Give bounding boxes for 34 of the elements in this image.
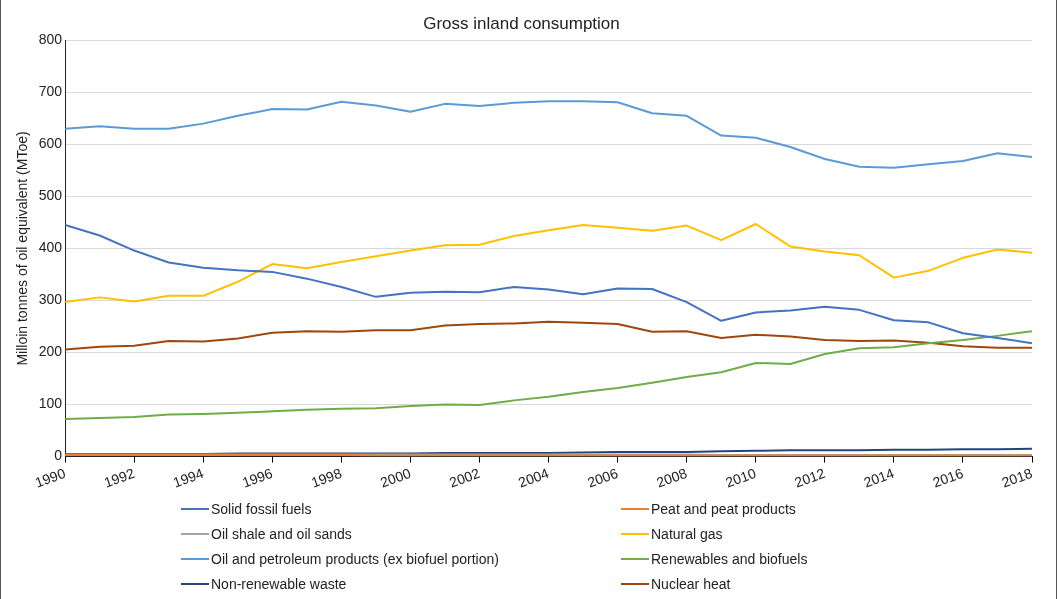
x-tick-label: 2014 [861, 464, 897, 491]
x-tick-label: 2002 [447, 464, 483, 491]
y-tick-label: 600 [38, 135, 63, 152]
x-tick-label: 2004 [516, 464, 552, 491]
y-tick-label: 0 [54, 447, 63, 464]
y-tick-label: 800 [38, 31, 63, 48]
x-tick-label: 1994 [170, 464, 206, 491]
x-tick-label: 1996 [239, 464, 275, 491]
y-tick-label: 100 [38, 395, 63, 412]
x-tick-label: 2010 [723, 464, 759, 491]
legend-label: Natural gas [651, 525, 723, 542]
x-tick-label: 2000 [378, 464, 413, 491]
legend-label: Renewables and biofuels [651, 550, 808, 567]
y-axis-title: Milloin tonnes of oil equivalent (MToe) [14, 131, 31, 366]
legend-label: Peat and peat products [651, 500, 796, 517]
x-tick-label: 1992 [101, 464, 137, 491]
x-tick-label: 1998 [309, 464, 344, 491]
y-tick-label: 500 [38, 187, 63, 204]
legend-label: Solid fossil fuels [211, 500, 312, 517]
legend-label: Oil shale and oil sands [211, 525, 352, 542]
legend-label: Non-renewable waste [211, 575, 347, 592]
chart-title: Gross inland consumption [423, 13, 620, 33]
x-tick-label: 1990 [32, 464, 68, 491]
x-tick-label: 2016 [930, 464, 966, 491]
y-tick-label: 300 [38, 291, 63, 308]
y-tick-label: 700 [38, 83, 63, 100]
legend-label: Nuclear heat [651, 575, 731, 592]
y-tick-label: 400 [38, 239, 63, 256]
y-tick-label: 200 [38, 343, 63, 360]
x-tick-label: 2008 [654, 464, 690, 491]
x-tick-label: 2012 [792, 464, 828, 491]
legend-label: Oil and petroleum products (ex biofuel portion) [211, 550, 499, 567]
x-tick-label: 2018 [999, 464, 1035, 491]
x-tick-label: 2006 [585, 464, 621, 491]
